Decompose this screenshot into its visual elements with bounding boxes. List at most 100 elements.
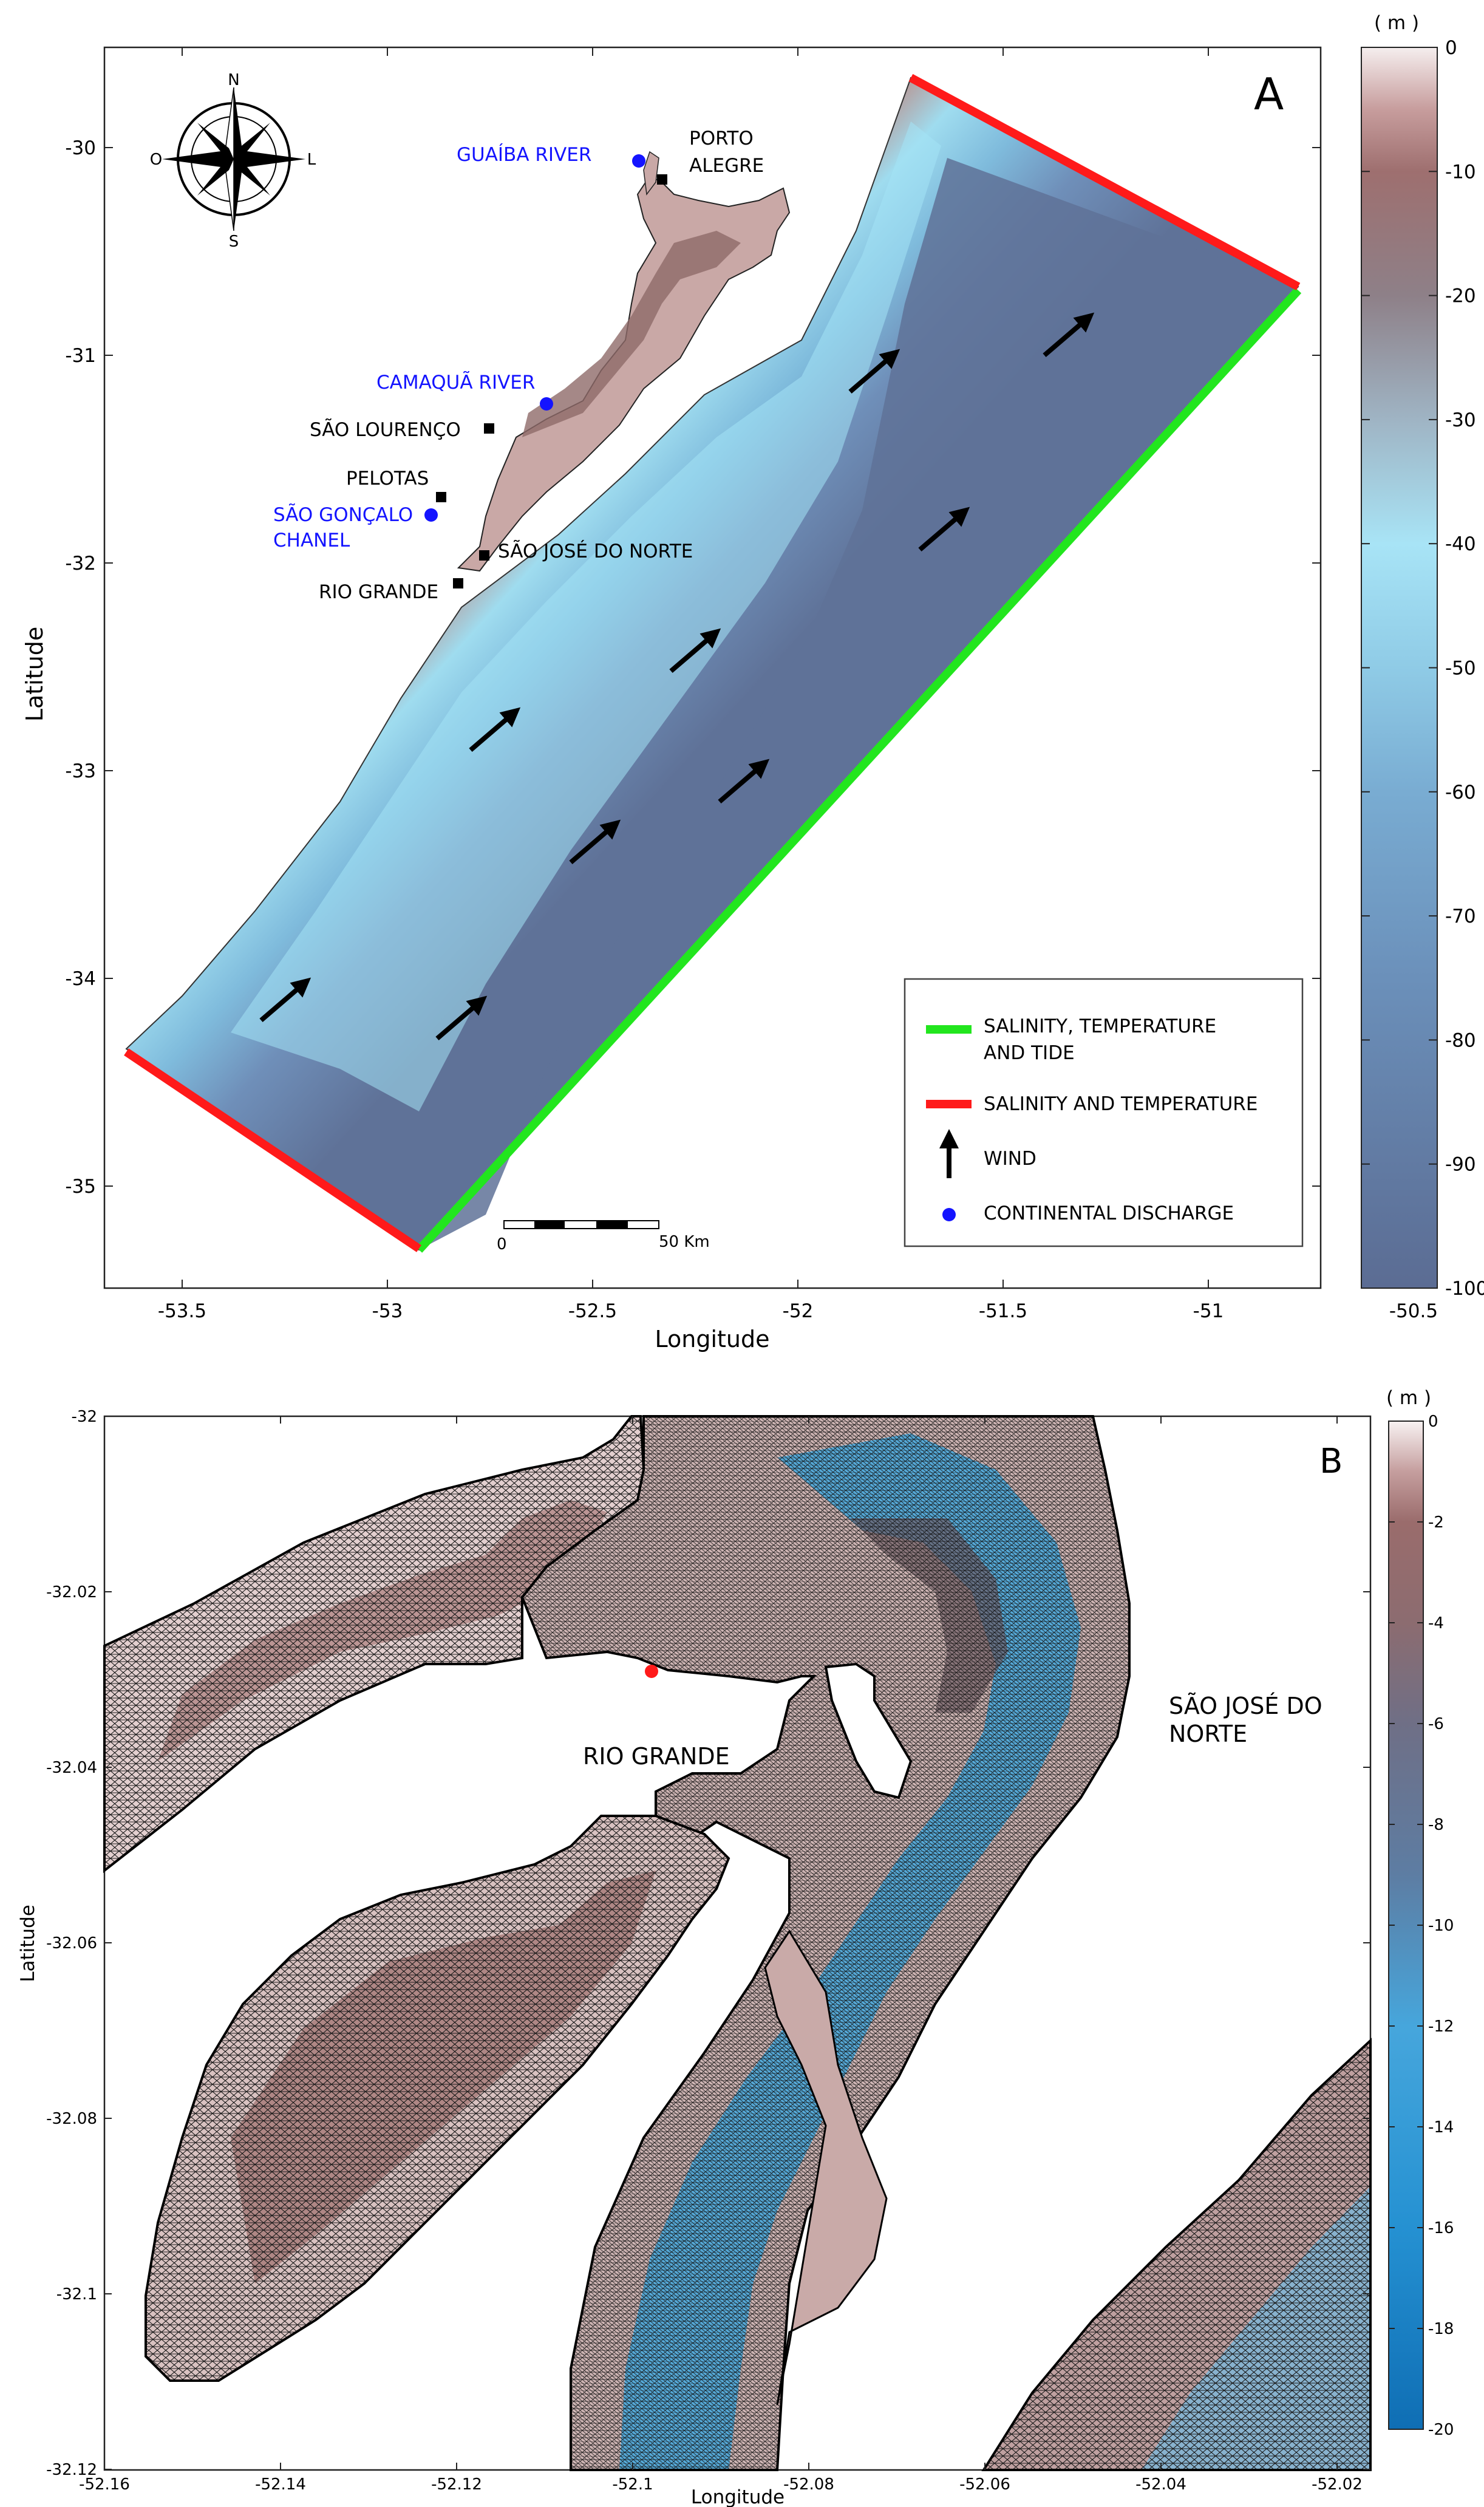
lagoon-deep-patch xyxy=(522,231,741,437)
place-labels: GUAÍBA RIVER PORTO ALEGRE CAMAQUÃ RIVER … xyxy=(273,128,764,603)
colorbar-tick-label: 0 xyxy=(1428,1413,1438,1431)
boundary-red-south xyxy=(124,1048,421,1252)
shelf-break-band xyxy=(231,121,941,1111)
legend-box xyxy=(904,978,1304,1247)
mesh-east-strip xyxy=(981,2038,1372,2471)
wind-arrow xyxy=(918,507,970,552)
colorbar-tick-label: 0 xyxy=(1445,37,1457,59)
x-tick-label: -50.5 xyxy=(1389,1300,1438,1322)
wind-arrow xyxy=(1043,312,1095,358)
legend-wind: WIND xyxy=(984,1148,1036,1170)
panel-a-y-ticks: -30 -31 -32 -33 -34 -35 xyxy=(65,137,1321,1198)
compass-l: L xyxy=(307,151,316,169)
label-camaqua-river: CAMAQUÃ RIVER xyxy=(376,372,535,394)
colorbar-tick-label: -60 xyxy=(1445,782,1476,803)
legend-green-1: SALINITY, TEMPERATURE xyxy=(984,1015,1216,1037)
x-tick-label: -52.12 xyxy=(431,2475,482,2494)
guaiba-channel xyxy=(643,151,659,196)
colorbar-tick-label: -90 xyxy=(1445,1154,1476,1176)
panel-a: N S O L GUAÍBA RIVER PORTO ALEGRE CAMAQU… xyxy=(21,12,1484,1352)
legend-discharge: CONTINENTAL DISCHARGE xyxy=(984,1202,1234,1224)
label-sao-jose-do-norte: SÃO JOSÉ DO NORTE xyxy=(498,541,693,562)
wind-arrow xyxy=(569,819,621,865)
panel-a-x-ticks: -53.5-53-52.5-52-51.5-51-50.5-50-49.5-49… xyxy=(158,47,1438,1322)
y-tick-label: -32 xyxy=(72,1408,97,1426)
wind-arrow xyxy=(259,977,311,1023)
island xyxy=(824,1662,913,1799)
colorbar-tick-label: -8 xyxy=(1428,1816,1444,1834)
y-tick-label: -35 xyxy=(65,1176,96,1198)
y-tick-label: -32 xyxy=(65,553,96,575)
x-tick-label: -51 xyxy=(1193,1300,1224,1322)
panel-a-letter: A xyxy=(1254,69,1284,120)
colorbar-tick-label: -14 xyxy=(1428,2118,1454,2137)
y-tick-label: -32.04 xyxy=(46,1759,97,1777)
x-tick-label: -53.5 xyxy=(158,1300,206,1322)
city-marker-sao-lourenco xyxy=(484,423,494,434)
colorbar-tick-label: -2 xyxy=(1428,1513,1444,1532)
x-tick-label: -52.5 xyxy=(568,1300,617,1322)
panel-b-letter: B xyxy=(1319,1442,1343,1481)
label-sao-lourenco: SÃO LOURENÇO xyxy=(310,419,461,441)
boundary-red-north xyxy=(908,73,1301,291)
label-porto-alegre-2: ALEGRE xyxy=(689,155,764,177)
compass-n: N xyxy=(228,71,239,89)
x-tick-label: -52 xyxy=(783,1300,814,1322)
panel-b: RIO GRANDE SÃO JOSÉ DO NORTE B -52.16 -52… xyxy=(17,1387,1454,2507)
colorbar-tick-label: -18 xyxy=(1428,2320,1454,2338)
colorbar-b-unit: ( m ) xyxy=(1386,1387,1431,1409)
panel-b-ylabel: Latitude xyxy=(17,1905,39,1982)
station-marker xyxy=(645,1665,658,1678)
colorbar-tick-label: -4 xyxy=(1428,1614,1444,1632)
label-rio-grande: RIO GRANDE xyxy=(319,581,438,603)
discharge-marker-camaqua xyxy=(540,397,553,411)
y-tick-label: -31 xyxy=(65,345,96,367)
wind-arrow xyxy=(469,707,521,752)
y-tick-label: -30 xyxy=(65,137,96,159)
wind-arrows xyxy=(259,312,1095,1041)
y-tick-label: -32.1 xyxy=(56,2285,97,2304)
colorbar-tick-label: -80 xyxy=(1445,1029,1476,1051)
place-markers xyxy=(424,154,667,588)
boundary-green xyxy=(415,287,1302,1253)
city-marker-porto-alegre xyxy=(657,174,667,185)
x-tick-label: -52.1 xyxy=(612,2475,653,2494)
x-tick-label: -52.02 xyxy=(1312,2475,1363,2494)
label-sao-jose-b-2: NORTE xyxy=(1169,1721,1247,1747)
label-sao-goncalo-2: CHANEL xyxy=(273,530,350,551)
panel-a-ylabel: Latitude xyxy=(21,627,48,721)
colorbar-tick-label: -70 xyxy=(1445,906,1476,927)
wind-arrow xyxy=(718,759,770,804)
colorbar-b-ticks: 0 -2 -4 -6 -8 -10 -12 -14 -16 -18 -20 xyxy=(1389,1413,1454,2439)
x-tick-label: -52.04 xyxy=(1135,2475,1186,2494)
label-pelotas: PELOTAS xyxy=(346,468,429,489)
x-tick-label: -51.5 xyxy=(979,1300,1027,1322)
city-marker-rio-grande xyxy=(453,578,463,588)
colorbar-tick-label: -12 xyxy=(1428,2018,1454,2036)
wind-arrow xyxy=(669,628,721,674)
colorbar-tick-label: -10 xyxy=(1428,1917,1454,1935)
x-tick-label: -52.14 xyxy=(255,2475,306,2494)
legend-green-2: AND TIDE xyxy=(984,1042,1075,1064)
x-tick-label: -52.16 xyxy=(79,2475,130,2494)
colorbar-tick-label: -20 xyxy=(1428,2421,1454,2439)
colorbar-tick-label: -16 xyxy=(1428,2219,1454,2237)
compass-o: O xyxy=(150,151,162,169)
colorbar-a-ticks: 0 -10 -20 -30 -40 -50 -60 -70 -80 -90 -100 xyxy=(1361,37,1484,1300)
y-tick-label: -32.08 xyxy=(46,2110,97,2128)
wind-arrow xyxy=(848,349,900,394)
city-marker-pelotas xyxy=(436,492,446,502)
mesh-estuary-channel xyxy=(520,1415,1131,2471)
label-sao-jose-b-1: SÃO JOSÉ DO xyxy=(1169,1693,1322,1719)
colorbar-tick-label: -100 xyxy=(1445,1278,1484,1300)
discharge-marker-guaiba xyxy=(632,154,645,168)
legend: SALINITY, TEMPERATURE AND TIDE SALINITY … xyxy=(904,978,1304,1247)
scale-bar-end: 50 Km xyxy=(659,1233,710,1251)
scale-bar: 0 50 Km xyxy=(497,1220,710,1254)
mesh-south-center-lobe xyxy=(764,1929,888,2406)
colorbar-a xyxy=(1361,47,1438,1289)
colorbar-tick-label: -40 xyxy=(1445,533,1476,555)
y-tick-label: -33 xyxy=(65,760,96,782)
y-tick-label: -32.02 xyxy=(46,1583,97,1601)
